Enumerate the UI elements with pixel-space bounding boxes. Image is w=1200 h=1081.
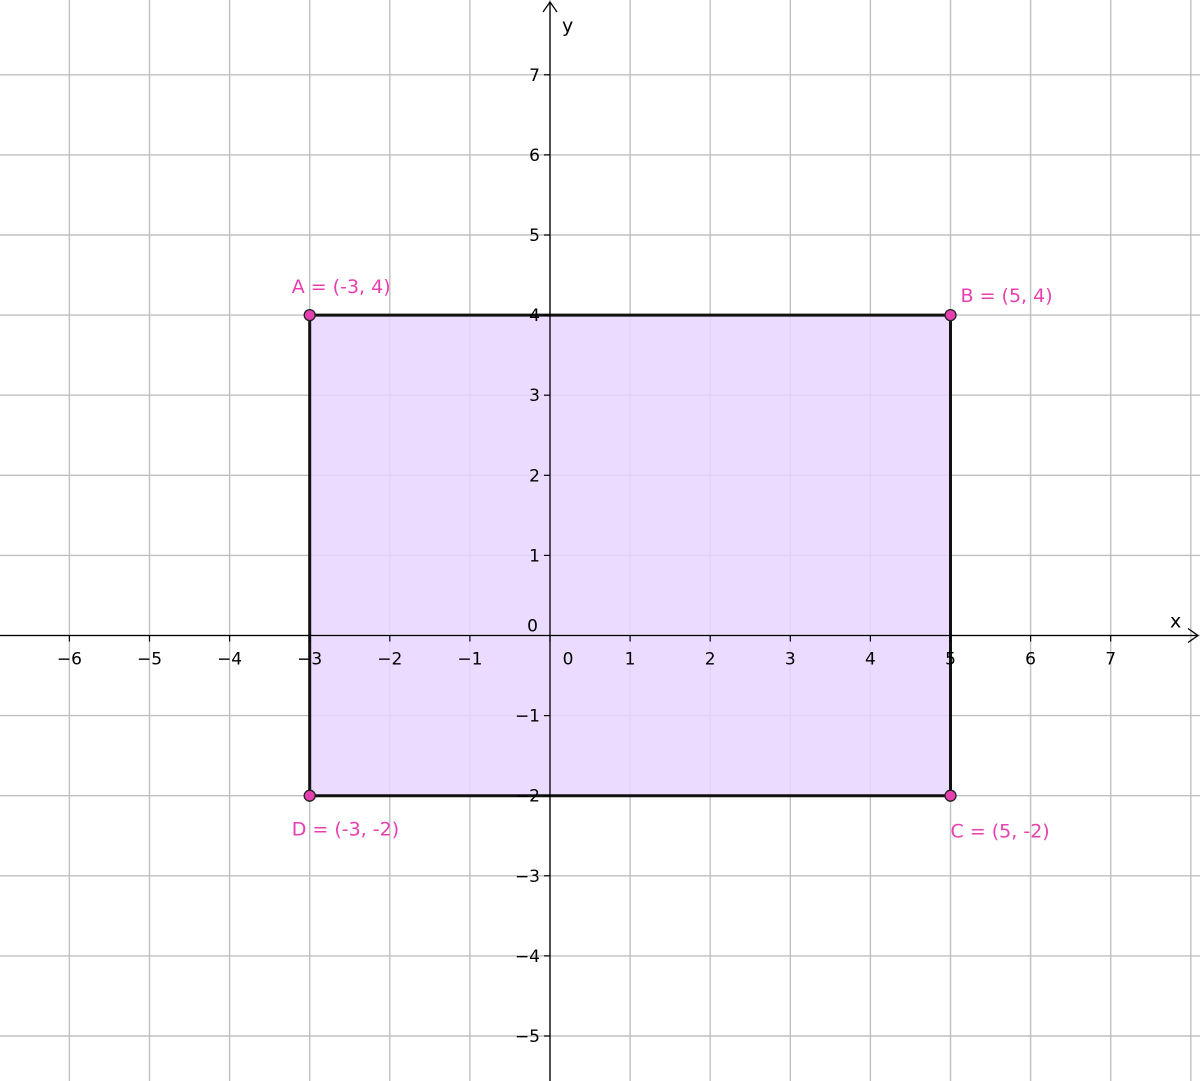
x-tick-label: −1: [457, 650, 482, 670]
point-d: [303, 789, 316, 802]
y-tick-label: 5: [529, 226, 540, 246]
y-tick-label: −5: [515, 1027, 540, 1047]
x-tick-label: 2: [705, 650, 716, 670]
y-tick-label: −1: [515, 707, 540, 727]
point-b: [944, 308, 957, 322]
x-tick-label: 7: [1105, 650, 1116, 670]
x-tick-label: −6: [57, 650, 82, 670]
point-c: [944, 789, 957, 802]
x-tick-label: 6: [1025, 650, 1036, 670]
point-a: [303, 308, 316, 322]
x-tick-label: 3: [785, 650, 796, 670]
x-tick-label: −5: [137, 650, 162, 670]
x-tick-label: 0: [563, 650, 574, 670]
x-tick-label: −4: [217, 650, 242, 670]
rectangle-layer: [308, 313, 952, 798]
rectangle-abcd: [308, 313, 952, 798]
x-tick-label: 1: [625, 650, 636, 670]
x-tick-label: −2: [377, 650, 402, 670]
point-label-a: A = (-3, 4): [292, 276, 391, 298]
y-tick-label: 3: [529, 386, 540, 406]
y-tick-label: −3: [515, 867, 540, 887]
y-tick-label: 4: [529, 306, 540, 326]
point-label-d: D = (-3, -2): [292, 819, 399, 841]
y-tick-label: 6: [529, 146, 540, 166]
y-tick-label: −4: [515, 947, 540, 967]
y-axis-label: y: [562, 15, 573, 37]
y-axis-arrow: [542, 0, 558, 13]
x-tick-label: 5: [945, 650, 956, 670]
y-tick-label: 2: [529, 466, 540, 486]
y-tick-label: 1: [529, 546, 540, 566]
x-axis-arrow: [1187, 627, 1200, 644]
x-axis-label: x: [1170, 611, 1181, 633]
y-tick-label: 7: [529, 66, 540, 86]
x-tick-label: 4: [865, 650, 876, 670]
y-tick-label: −2: [515, 787, 540, 807]
points-layer: A = (-3, 4) B = (5, 4) C = (5, -2) D = (-3,…: [292, 276, 1053, 843]
point-label-b: B = (5, 4): [961, 285, 1053, 307]
x-tick-label: −3: [297, 650, 322, 670]
point-label-c: C = (5, -2): [951, 821, 1050, 843]
origin-label: 0: [527, 617, 538, 637]
